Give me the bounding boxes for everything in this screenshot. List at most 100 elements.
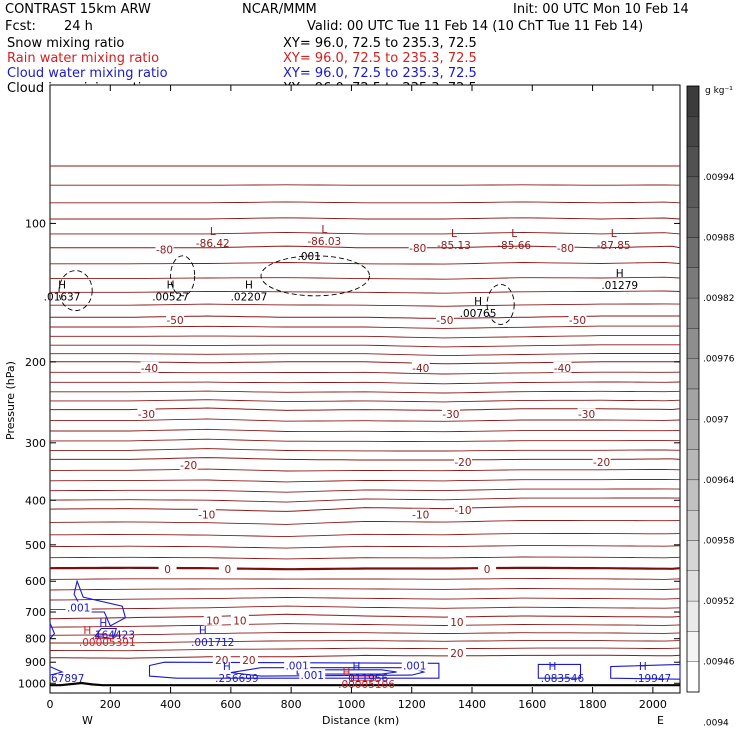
isotherm-line [50,381,681,385]
ice-extremum-value: .00765 [460,308,497,320]
cloud-water-extremum-value: .011956 [345,673,389,685]
isotherm-line [50,325,680,329]
isotherm-line [49,647,681,652]
colorbar-segment [686,510,700,541]
temperature-extremum-value: -86.42 [196,238,230,250]
x-tick-label: 1000 [337,698,365,711]
isotherm-line [50,468,681,472]
label-bg [568,313,587,325]
cloud-water-extremum-kind: H [353,661,361,673]
isotherm-line [49,588,681,591]
isotherm-line [50,640,681,644]
x-tick-label: 600 [220,698,241,711]
isotherm-label: 20 [215,655,228,667]
label-bg [553,361,572,373]
isotherm-line [49,613,681,620]
colorbar-label: .00952 [703,597,735,607]
label-bg [441,408,460,420]
isotherm-line [50,399,681,403]
isotherm-line [49,478,681,483]
rain-contours [94,633,377,681]
isotherm-label: -30 [442,409,459,421]
west-label: W [82,714,93,727]
rain-extremum-kind: H [343,667,351,679]
ice-contour [260,255,370,297]
plot-frame [49,84,681,694]
colorbar-segment [686,419,700,450]
valid-time: Valid: 00 UTC Tue 11 Feb 14 (10 ChT Tue … [307,19,643,34]
label-bg [230,614,249,626]
isotherm-label: -30 [138,409,155,421]
field-name: Cloud water mixing ratio [7,66,168,81]
cloud-water-contour [73,579,127,627]
temperature-extremum-value: -85.66 [497,240,531,252]
isotherm-label: -30 [578,409,595,421]
temperature-extremum-kind: L [210,226,216,238]
colorbar-segment [686,540,700,571]
cloud-water-contour-label: .001 [403,661,426,673]
fcst-label: Fcst: [5,19,36,34]
colorbar-segment [686,570,700,602]
label-bg [577,408,596,420]
ice-extremum-value: .02207 [231,292,268,304]
cloud-water-contour [49,622,56,641]
colorbar-segment [686,328,700,359]
axis-ticks: 0 200 400 600 800 1000 1200 1400 1600 1800 2000100… [18,85,680,711]
isotherm-line [50,457,681,461]
colorbar-segment [686,176,700,208]
cloud-water-extremum-value: .001712 [191,637,234,649]
isotherm-label: -40 [412,363,429,375]
x-tick-label: 2000 [639,698,667,711]
isotherm-line [50,290,681,294]
colorbar-segment [686,116,700,147]
isotherm-line [50,261,681,265]
ice-extremum-value: .01279 [601,280,638,292]
label-bg [140,361,159,373]
isotherm-line [50,532,681,538]
label-bg [408,241,427,253]
isotherm-line [50,201,681,204]
isotherm-label: -80 [557,243,574,255]
colorbar-segment [686,267,700,299]
label-bg [212,653,231,665]
label-bg [158,563,177,575]
colorbar-segment [686,207,700,238]
isotherm-label: -20 [180,460,197,472]
ice-extremum-kind: H [245,280,253,292]
label-bg [447,615,466,627]
cloud-water-contour [148,661,440,679]
label-bg [411,508,430,520]
colorbar-segment [686,449,700,481]
isotherm-line [50,231,681,235]
temperature-extremum-kind: L [511,228,517,240]
colorbar-label: .00982 [703,294,735,304]
label-bg [411,361,430,373]
isotherm-line [49,623,681,628]
cloud-water-contour [537,663,582,679]
label-bg [65,601,92,613]
y-tick-label: 800 [25,633,46,646]
east-label: E [657,714,664,727]
temperature-extremum-kind: L [321,224,327,236]
isotherm-label: -10 [412,510,429,522]
isotherm-line [49,654,681,659]
field-xy: XY= 96.0, 72.5 to 235.3, 72.5 [283,51,477,66]
colorbar-label: .00958 [703,537,735,547]
ice-extremum-kind: H [474,296,482,308]
ice-extremum-kind: H [167,280,175,292]
cloud-water-extremum-value: .164423 [92,629,135,641]
cloud-water-extremum-kind: H [99,617,107,629]
colorbar-unit: g kg⁻¹ [705,86,733,96]
isotherm-line [50,276,681,280]
ice-contour-label: .001 [298,251,321,263]
isotherm-line [49,566,681,571]
temperature-extremum-value: -87.85 [597,240,631,252]
colorbar-segment [686,146,700,178]
y-tick-label: 200 [25,356,46,369]
colorbar: .00994 .00988 .00982 .00976 .0097 .00964 .0095… [686,85,735,728]
label-bg [478,563,497,575]
cloud-water-extremum-kind: H [223,661,231,673]
colorbar-label: .00988 [703,234,735,244]
isotherm-line [50,344,680,348]
cloud-water-contour-label: .001 [301,670,324,682]
